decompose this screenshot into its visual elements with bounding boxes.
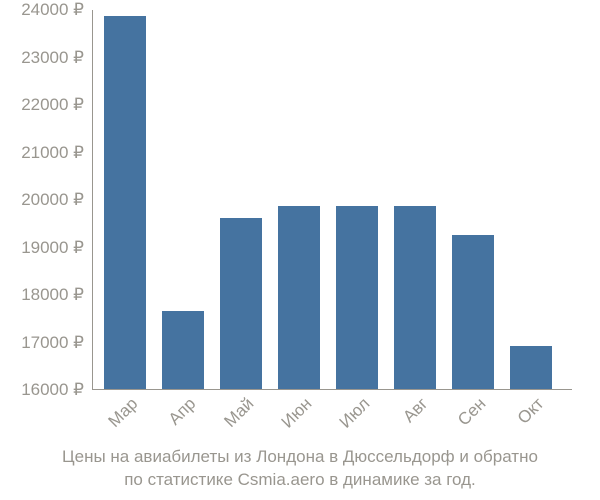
price-chart: 16000 ₽ 17000 ₽ 18000 ₽ 19000 ₽ 20000 ₽ 21000… [0,10,600,430]
y-tick-label: 20000 ₽ [4,190,84,210]
bar [336,206,378,389]
x-axis-labels: Мар Апр Май Июн Июл Авг Сен Окт [92,394,572,442]
chart-caption: Цены на авиабилеты из Лондона в Дюссельд… [0,446,600,492]
y-tick-label: 24000 ₽ [4,0,84,20]
y-tick-label: 19000 ₽ [4,238,84,258]
x-tick-label: Мар [104,394,142,432]
bar [162,311,204,389]
y-tick-label: 23000 ₽ [4,48,84,68]
x-tick-label: Окт [514,394,548,428]
bar [278,206,320,389]
x-tick-label: Май [220,394,258,432]
bar [104,16,146,389]
y-tick-label: 18000 ₽ [4,285,84,305]
x-tick-label: Июн [278,394,316,432]
x-tick-label: Сен [454,394,490,430]
bar [220,218,262,389]
bar [452,235,494,389]
y-tick-label: 17000 ₽ [4,333,84,353]
bar [394,206,436,389]
y-tick-label: 22000 ₽ [4,95,84,115]
y-tick-label: 16000 ₽ [4,380,84,400]
caption-line-2: по статистике Csmia.aero в динамике за г… [0,469,600,492]
caption-line-1: Цены на авиабилеты из Лондона в Дюссельд… [0,446,600,469]
x-tick-label: Июл [336,394,375,433]
x-tick-label: Авг [399,394,432,427]
plot-area [92,10,572,390]
y-tick-label: 21000 ₽ [4,143,84,163]
y-axis: 16000 ₽17000 ₽18000 ₽19000 ₽20000 ₽21000… [0,10,90,390]
bar [510,346,552,389]
x-tick-label: Апр [165,394,200,429]
